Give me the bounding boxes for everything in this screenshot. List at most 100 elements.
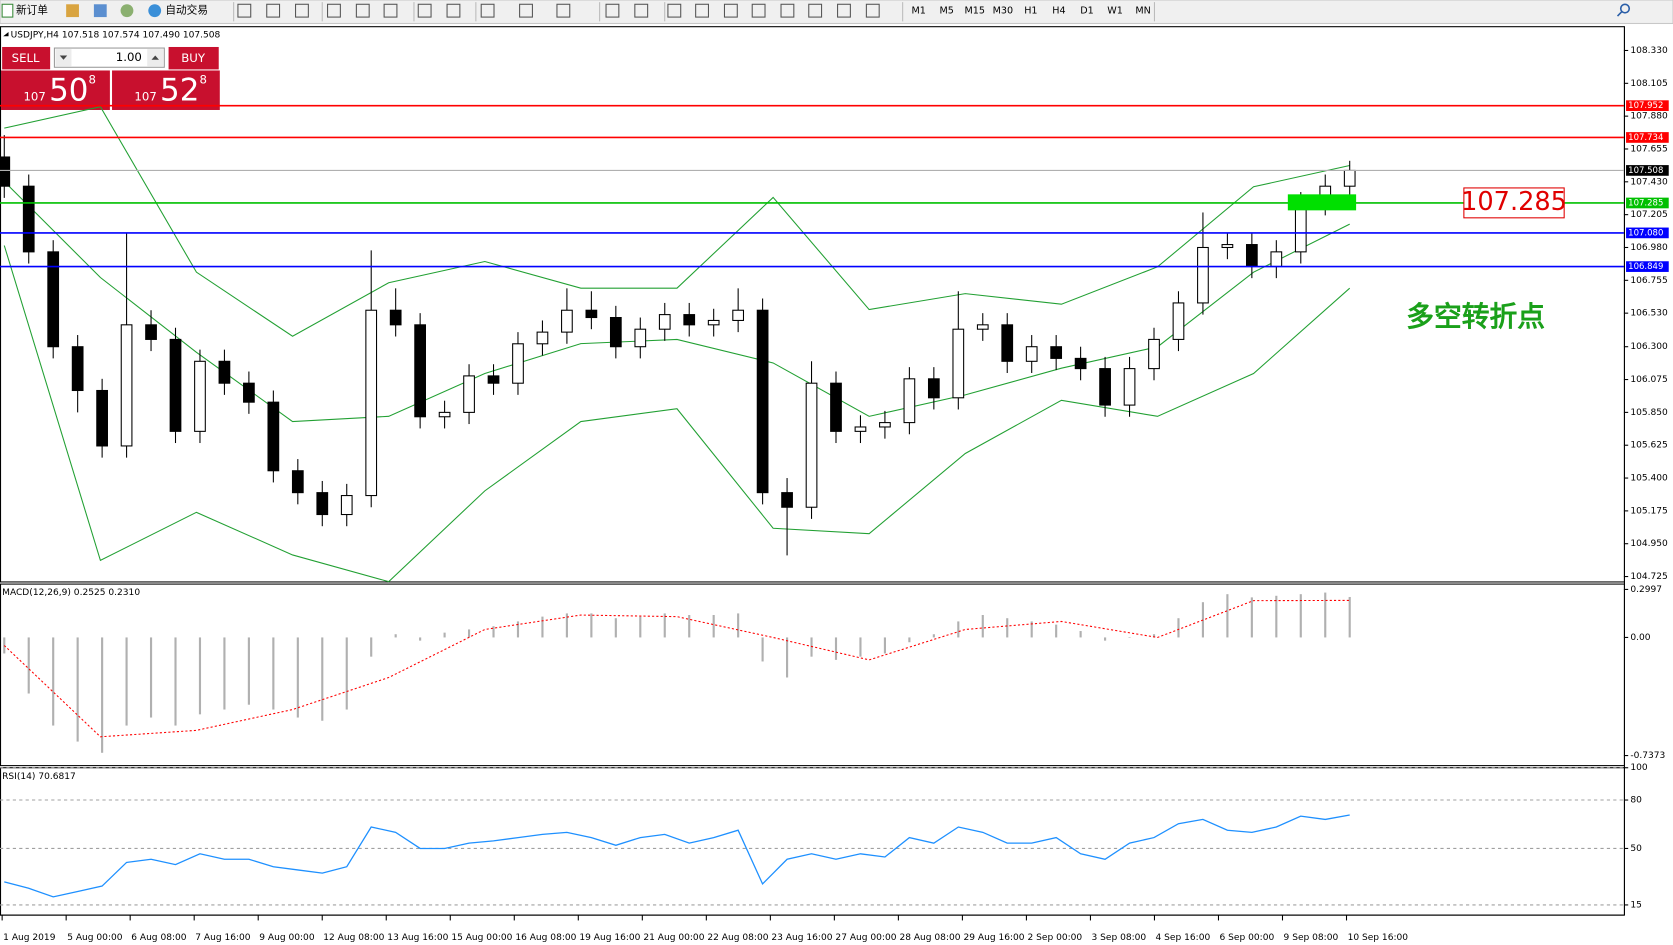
candle-body <box>47 251 60 348</box>
macd-bar <box>663 613 666 638</box>
lot-value[interactable]: 1.00 <box>116 50 142 64</box>
macd-bar <box>932 634 935 638</box>
candle-body <box>903 378 916 424</box>
toolbar-icon[interactable] <box>417 3 432 18</box>
timeframe-button[interactable]: M30 <box>993 6 1013 17</box>
toolbar-icon[interactable] <box>266 3 281 18</box>
auto-trading-button[interactable]: 自动交易 <box>165 4 208 17</box>
candle-body <box>952 328 965 399</box>
candle-body <box>218 360 231 384</box>
toolbar-icon[interactable] <box>327 3 341 18</box>
auto-trading-icon[interactable] <box>148 4 162 18</box>
macd-signal <box>3 599 1350 738</box>
toolbar-icon[interactable] <box>667 3 682 18</box>
candle-body <box>1001 324 1014 362</box>
toolbar-icon[interactable] <box>480 3 495 18</box>
toolbar-icon[interactable] <box>295 3 309 18</box>
buy-price-box[interactable] <box>112 70 220 110</box>
annotation-text: 多空转折点 <box>1406 300 1545 333</box>
price-level-label: 107.734 <box>1628 133 1663 143</box>
search-icon[interactable] <box>1619 3 1631 14</box>
candle-body <box>1270 251 1283 267</box>
macd-bar <box>101 637 104 753</box>
candle-body <box>512 343 524 384</box>
x-tick-label: 21 Aug 00:00 <box>643 933 704 943</box>
candle-body <box>756 309 769 494</box>
macd-bar <box>370 637 373 657</box>
toolbar-icon[interactable] <box>865 3 880 18</box>
y-tick-label: 100 <box>1630 763 1648 773</box>
candle-body <box>487 375 500 384</box>
macd-bar <box>1348 596 1351 638</box>
toolbar-icon[interactable] <box>723 3 738 18</box>
macd-bar <box>76 637 79 742</box>
timeframe-button[interactable]: M15 <box>965 6 985 17</box>
macd-bar <box>1104 637 1107 641</box>
toolbar-icon[interactable] <box>519 3 533 18</box>
candle-body <box>976 324 989 330</box>
y-tick-label: 105.850 <box>1630 408 1668 418</box>
toolbar-icon[interactable] <box>634 3 649 18</box>
candle-body <box>169 338 182 432</box>
buy-button[interactable] <box>168 46 219 70</box>
y-tick-label: 108.105 <box>1630 79 1667 89</box>
y-tick-label: 107.880 <box>1630 112 1668 122</box>
toolbar-icon[interactable] <box>383 3 398 18</box>
buy-price-big: 107 <box>134 90 156 104</box>
sell-button[interactable] <box>2 46 51 70</box>
y-tick-label: 107.430 <box>1630 177 1668 187</box>
toolbar-icon[interactable] <box>120 4 134 18</box>
price-level-label: 107.080 <box>1628 228 1663 238</box>
toolbar-icon[interactable] <box>446 3 461 18</box>
x-tick-label: 27 Aug 00:00 <box>835 933 896 943</box>
price-level-tag <box>1626 197 1669 209</box>
sell-price-box[interactable] <box>1 70 110 110</box>
toolbar-icon[interactable] <box>695 3 709 18</box>
candle-body <box>0 156 11 187</box>
timeframe-button[interactable]: H4 <box>1052 6 1065 17</box>
timeframe-button[interactable]: M5 <box>940 6 954 17</box>
candle-body <box>1343 169 1356 187</box>
candle-body <box>781 492 793 508</box>
buy-label[interactable]: BUY <box>181 51 206 65</box>
toolbar-icon[interactable] <box>93 4 107 18</box>
toolbar-icon[interactable] <box>605 3 620 18</box>
timeframe-button[interactable]: H1 <box>1024 6 1037 17</box>
timeframe-button[interactable]: W1 <box>1107 6 1123 17</box>
macd-bar <box>1177 618 1180 638</box>
y-tick-label: 105.625 <box>1630 441 1667 451</box>
macd-bar <box>394 634 397 638</box>
toolbar-icon[interactable] <box>837 3 851 18</box>
x-tick-label: 15 Aug 00:00 <box>451 933 512 943</box>
candle-body <box>879 422 891 428</box>
toolbar-icon[interactable] <box>66 4 79 18</box>
timeframe-button[interactable]: MN <box>1135 6 1150 17</box>
toolbar-icon[interactable] <box>780 3 795 18</box>
x-tick-label: 12 Aug 08:00 <box>323 933 384 943</box>
timeframe-button[interactable]: M1 <box>911 6 925 17</box>
one-click-trading: SELL 1.00 BUY 107 50 8 107 52 8 <box>1 46 220 110</box>
y-tick-label: 106.755 <box>1630 276 1667 286</box>
price-level-label: 107.952 <box>1628 101 1663 111</box>
toolbar-icon[interactable] <box>808 3 823 18</box>
toolbar-icon[interactable] <box>751 3 766 18</box>
candle-body <box>854 426 867 432</box>
y-tick-label: 0.2997 <box>1630 585 1662 595</box>
macd-bar <box>1324 592 1327 638</box>
macd-bar <box>834 637 838 660</box>
timeframe-button[interactable]: D1 <box>1080 6 1093 17</box>
lot-input[interactable] <box>53 47 165 68</box>
bollinger-band <box>4 106 1350 337</box>
toolbar-icon[interactable] <box>237 3 252 18</box>
toolbar-icon[interactable] <box>556 3 571 18</box>
toolbar-icon[interactable] <box>355 3 370 18</box>
y-tick-label: 104.725 <box>1630 572 1667 582</box>
sell-label[interactable]: SELL <box>12 51 40 65</box>
new-order-icon[interactable] <box>1 3 14 18</box>
macd-bar <box>247 637 250 705</box>
new-order-button[interactable]: 新订单 <box>16 4 48 17</box>
price-level-label: 107.285 <box>1628 198 1663 208</box>
macd-bar <box>467 629 471 638</box>
candle-body <box>463 375 475 413</box>
